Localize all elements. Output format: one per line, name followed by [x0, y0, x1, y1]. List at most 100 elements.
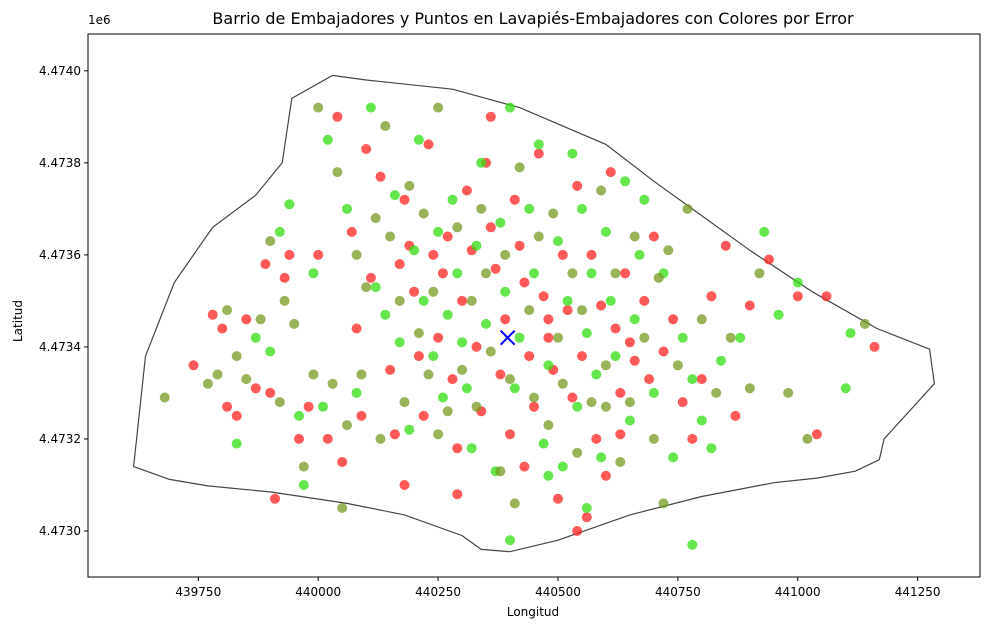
data-point-high-error	[495, 369, 506, 380]
data-point-low-error	[471, 240, 482, 251]
data-point-high-error	[557, 249, 568, 260]
data-point-high-error	[385, 364, 396, 375]
data-point-high-error	[639, 295, 650, 306]
data-point-mid-error	[629, 231, 640, 242]
data-point-low-error	[600, 226, 611, 237]
data-point-high-error	[658, 346, 669, 357]
data-point-low-error	[380, 309, 391, 320]
data-point-high-error	[399, 480, 410, 490]
y-tick-label: 4.4736	[39, 248, 81, 262]
data-point-mid-error	[639, 332, 650, 343]
data-point-mid-error	[428, 286, 439, 297]
data-point-low-error	[409, 245, 420, 256]
data-point-mid-error	[567, 268, 578, 279]
data-point-high-error	[605, 167, 616, 178]
data-point-low-error	[677, 332, 688, 343]
data-point-high-error	[543, 314, 554, 325]
data-point-mid-error	[658, 498, 669, 509]
data-point-high-error	[437, 268, 448, 279]
data-point-low-error	[716, 355, 726, 366]
x-tick-label: 440000	[295, 585, 341, 599]
data-point-high-error	[644, 374, 655, 385]
data-point-high-error	[519, 461, 530, 472]
data-point-high-error	[581, 512, 592, 523]
data-point-high-error	[706, 291, 717, 302]
data-point-high-error	[485, 222, 496, 233]
data-point-low-error	[404, 424, 415, 435]
data-point-high-error	[447, 374, 458, 385]
data-point-high-error	[533, 148, 544, 159]
data-point-mid-error	[744, 383, 755, 394]
data-point-mid-error	[442, 406, 453, 417]
data-point-high-error	[250, 383, 261, 394]
data-point-high-error	[260, 259, 271, 270]
data-point-mid-error	[653, 272, 664, 283]
data-point-high-error	[744, 300, 755, 311]
data-point-low-error	[639, 194, 650, 205]
data-point-high-error	[624, 337, 635, 348]
data-point-low-error	[557, 461, 568, 472]
data-point-low-error	[457, 337, 468, 348]
data-point-low-error	[342, 203, 352, 214]
data-point-low-error	[524, 203, 535, 214]
center-marker-stroke	[499, 330, 516, 346]
data-point-mid-error	[404, 180, 415, 191]
data-point-high-error	[413, 351, 424, 362]
y-tick-label: 4.4732	[39, 432, 81, 446]
data-point-mid-error	[159, 392, 170, 403]
data-point-low-error	[620, 176, 631, 187]
data-point-low-error	[648, 387, 659, 398]
data-point-low-error	[668, 452, 679, 463]
center-x-marker	[499, 330, 516, 346]
data-point-mid-error	[255, 314, 266, 325]
data-point-mid-error	[495, 466, 506, 477]
data-point-low-error	[792, 277, 803, 288]
data-point-high-error	[529, 401, 539, 412]
data-point-high-error	[509, 194, 520, 205]
data-point-high-error	[442, 231, 453, 242]
data-point-mid-error	[241, 374, 252, 385]
x-tick-label: 441000	[775, 585, 821, 599]
data-point-low-error	[706, 443, 717, 454]
data-point-high-error	[217, 323, 228, 334]
data-point-low-error	[442, 309, 453, 320]
data-point-mid-error	[514, 162, 525, 173]
data-point-mid-error	[548, 208, 559, 219]
data-point-high-error	[514, 240, 525, 251]
data-point-high-error	[821, 291, 832, 302]
data-point-high-error	[629, 355, 640, 366]
data-point-mid-error	[342, 420, 352, 431]
data-point-high-error	[452, 489, 463, 500]
data-point-mid-error	[375, 433, 386, 444]
data-point-high-error	[265, 387, 276, 398]
y-axis: 4.4730 4.4732 4.4734 4.4736 4.4738 4.4740	[39, 64, 88, 538]
data-point-high-error	[519, 277, 530, 288]
data-point-high-error	[792, 291, 803, 302]
data-point-mid-error	[557, 378, 568, 389]
data-point-low-error	[476, 157, 487, 168]
data-point-high-error	[303, 401, 314, 412]
data-point-high-error	[361, 144, 372, 154]
x-tick-label: 439750	[175, 585, 221, 599]
data-point-low-error	[428, 351, 439, 362]
data-point-mid-error	[509, 498, 520, 509]
data-point-high-error	[322, 433, 333, 444]
data-point-mid-error	[202, 378, 213, 389]
data-point-low-error	[461, 383, 472, 394]
data-point-mid-error	[337, 503, 348, 513]
data-point-mid-error	[505, 374, 515, 385]
chart-title: Barrio de Embajadores y Puntos en Lavapi…	[212, 9, 854, 28]
data-point-low-error	[437, 392, 448, 403]
data-point-high-error	[648, 231, 659, 242]
data-point-high-error	[270, 493, 280, 504]
data-point-mid-error	[370, 213, 381, 224]
data-point-low-error	[433, 226, 444, 237]
plot-area	[132, 74, 936, 553]
data-point-high-error	[600, 470, 611, 481]
y-tick-label: 4.4730	[39, 524, 81, 538]
data-point-low-error	[840, 383, 851, 394]
x-axis-title: Longitud	[507, 605, 559, 619]
data-point-low-error	[500, 286, 511, 297]
data-point-low-error	[452, 268, 463, 279]
